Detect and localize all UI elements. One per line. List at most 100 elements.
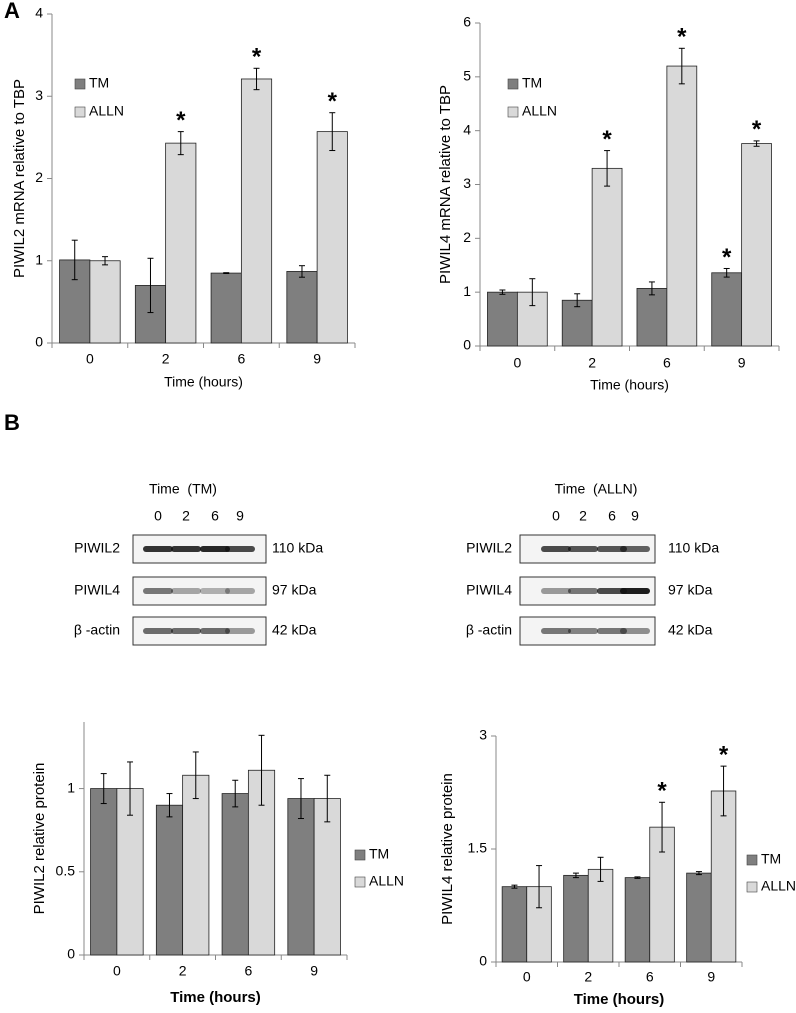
x-tick-label: 2: [588, 355, 596, 371]
band: [568, 628, 598, 634]
lane-label: 9: [631, 508, 639, 524]
protein-name: β -actin: [466, 622, 512, 638]
bar: [741, 143, 772, 347]
y-tick-label: 5: [463, 68, 471, 84]
legend-swatch: [507, 106, 519, 118]
x-tick-label: 0: [523, 969, 531, 985]
band: [143, 628, 173, 634]
bar: [501, 886, 528, 963]
x-axis-label: Time (hours): [164, 374, 243, 390]
bar: [89, 260, 121, 344]
significance: *: [719, 741, 729, 768]
x-tick-label: 9: [310, 963, 318, 979]
band: [225, 628, 255, 634]
lane-label: 0: [154, 508, 162, 524]
x-tick-label: 9: [313, 351, 321, 367]
significance: *: [722, 244, 732, 271]
y-tick-label: 1: [463, 283, 471, 299]
bar: [563, 874, 589, 963]
protein-size: 110 kDa: [272, 540, 323, 556]
significance: *: [677, 24, 687, 51]
bar: [587, 868, 614, 963]
band: [200, 588, 230, 594]
bar: [221, 793, 249, 956]
y-tick-label: 2: [35, 169, 43, 185]
bar: [710, 790, 737, 963]
legend-label: ALLN: [522, 103, 557, 119]
bar: [624, 877, 651, 963]
x-tick-label: 9: [738, 355, 746, 371]
y-tick-label: 4: [35, 5, 43, 21]
x-tick-label: 2: [584, 969, 592, 985]
protein-name: PIWIL4: [466, 582, 512, 598]
y-axis-label: PIWIL2 mRNA relative to TBP: [11, 79, 28, 278]
band: [597, 628, 627, 634]
band: [620, 546, 650, 552]
bar: [316, 131, 348, 344]
x-axis-label: Time (hours): [590, 377, 669, 393]
panel-label: B: [4, 410, 20, 435]
bar: [165, 142, 197, 344]
lane-label: 6: [211, 508, 219, 524]
x-tick-label: 6: [244, 963, 252, 979]
band: [597, 588, 627, 594]
bar: [666, 65, 698, 347]
x-tick-label: 6: [237, 351, 245, 367]
y-axis-label: PIWIL4 relative protein: [439, 773, 456, 925]
y-tick-label: 3: [35, 87, 43, 103]
y-tick-label: 3: [479, 727, 487, 743]
band: [171, 628, 201, 634]
band: [200, 546, 230, 552]
bar: [240, 78, 273, 344]
y-tick-label: 6: [463, 14, 471, 30]
blot-title: Time (ALLN): [555, 481, 638, 497]
protein-size: 42 kDa: [668, 622, 713, 638]
bar: [286, 271, 318, 344]
x-axis-label: Time (hours): [170, 989, 261, 1006]
significance: *: [752, 116, 762, 143]
y-axis-label: PIWIL4 mRNA relative to TBP: [437, 85, 454, 284]
legend-label: ALLN: [761, 878, 796, 894]
bar: [636, 287, 668, 347]
bar: [287, 798, 315, 956]
legend-swatch: [354, 876, 366, 888]
bar: [155, 804, 184, 956]
y-tick-label: 1: [35, 251, 43, 267]
significance: *: [328, 88, 338, 115]
band: [568, 546, 598, 552]
band: [143, 546, 173, 552]
blot-title: Time (TM): [149, 481, 217, 497]
panel-label: A: [4, 0, 20, 23]
y-tick-label: 0: [479, 953, 487, 969]
protein-name: PIWIL4: [74, 582, 120, 598]
legend-swatch: [746, 854, 758, 866]
significance: *: [657, 778, 667, 805]
band: [568, 588, 598, 594]
legend-label: ALLN: [89, 103, 124, 119]
bar: [210, 272, 242, 344]
x-tick-label: 0: [513, 355, 521, 371]
protein-name: PIWIL2: [466, 540, 512, 556]
protein-name: β -actin: [74, 622, 120, 638]
legend-label: TM: [761, 851, 781, 867]
protein-size: 97 kDa: [668, 582, 713, 598]
legend-label: TM: [89, 75, 109, 91]
legend-label: ALLN: [369, 873, 404, 889]
x-tick-label: 6: [663, 355, 671, 371]
lane-label: 2: [182, 508, 190, 524]
bar: [686, 872, 712, 963]
lane-label: 6: [608, 508, 616, 524]
x-tick-label: 2: [179, 963, 187, 979]
bar: [182, 774, 210, 956]
band: [225, 546, 255, 552]
y-tick-label: 0: [463, 337, 471, 353]
legend-swatch: [354, 849, 366, 861]
y-tick-label: 1: [67, 779, 75, 795]
band: [541, 546, 571, 552]
significance: *: [602, 126, 612, 153]
y-tick-label: 4: [463, 121, 471, 137]
band: [541, 628, 571, 634]
band: [597, 546, 627, 552]
protein-size: 97 kDa: [272, 582, 317, 598]
